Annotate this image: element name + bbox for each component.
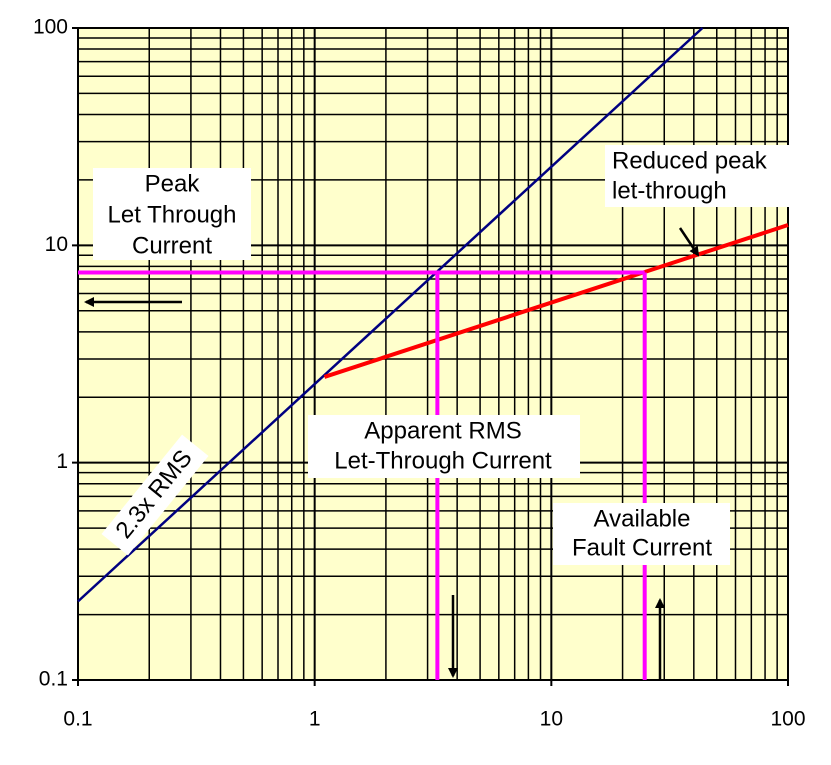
annotation-text: Fault Current [572,534,712,561]
y-tick-label: 10 [45,233,68,256]
plot-frame [77,27,789,681]
annotation-text: Let-Through Current [334,447,552,474]
x-tick-label: 0.1 [63,708,92,731]
annotation-text: let-through [612,177,727,204]
y-tick-label: 1 [56,450,68,473]
y-tick-label: 100 [33,16,68,39]
plot-background [78,28,788,680]
annotation-box [101,434,209,556]
x-tick-label: 10 [540,708,563,731]
annotation-text: Apparent RMS [364,417,521,444]
annotation-text: Peak [145,170,201,197]
annotation-box [93,168,251,260]
annotation-text: Reduced peak [612,147,768,174]
x-tick-label: 100 [770,708,805,731]
x-tick-label: 1 [309,708,321,731]
series-line [77,27,704,603]
annotation-box [553,503,730,565]
annotation-text: Current [132,232,212,259]
annotation-text: Let Through [108,201,237,228]
annotation-text: Available [594,505,691,532]
annotation-box [605,145,805,207]
annotation-box [308,415,580,478]
y-tick-label: 0.1 [39,668,68,691]
arrow [678,227,700,257]
series-line [323,223,789,379]
